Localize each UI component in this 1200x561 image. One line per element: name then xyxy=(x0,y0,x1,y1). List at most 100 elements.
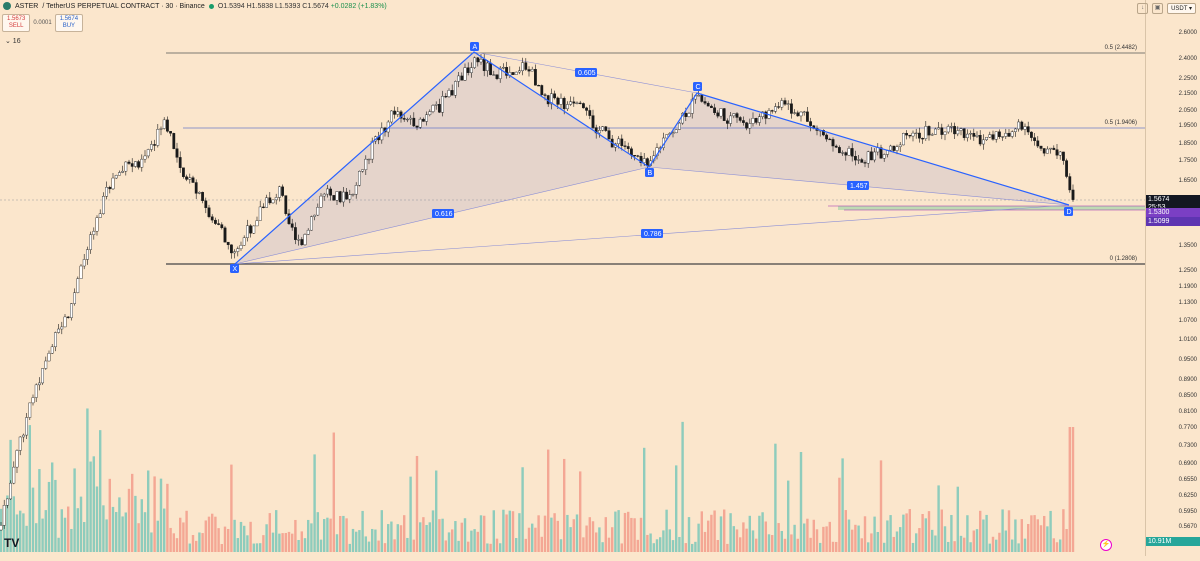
volume-bar xyxy=(150,532,153,552)
volume-bar xyxy=(659,537,662,552)
volume-bar xyxy=(607,537,611,552)
ratio-xd[interactable]: 0.786 xyxy=(641,229,663,238)
ratio-bd-label: 1.457 xyxy=(850,183,868,190)
candle xyxy=(181,167,185,177)
candle xyxy=(1014,128,1017,132)
candle xyxy=(278,186,281,198)
target-zone[interactable] xyxy=(838,206,1145,210)
pattern-legs[interactable] xyxy=(234,51,1070,265)
ratio-ac[interactable]: 0.605 xyxy=(575,68,597,77)
candle xyxy=(927,126,931,136)
candle xyxy=(358,171,361,186)
price-tick: 0.6550 xyxy=(1178,477,1197,483)
volume-bar xyxy=(604,517,607,552)
symbol-name[interactable]: ASTER xyxy=(15,2,39,10)
price-tick: 1.8500 xyxy=(1178,141,1197,147)
currency-select[interactable]: USDT ▾ xyxy=(1167,3,1196,14)
candle xyxy=(111,177,115,190)
candle xyxy=(153,144,156,146)
volume-bar xyxy=(915,533,918,552)
volume-bar xyxy=(671,540,675,552)
indicators-toggle[interactable]: ⌄ 16 xyxy=(5,38,21,45)
volume-bar xyxy=(1036,519,1039,552)
volume-bar xyxy=(825,526,828,552)
candle xyxy=(313,214,316,217)
candle xyxy=(213,219,217,224)
candle xyxy=(332,195,336,201)
volume-bar xyxy=(806,518,809,552)
volume-bar xyxy=(390,521,393,552)
point-c-label: C xyxy=(696,84,701,91)
ratio-xb[interactable]: 0.616 xyxy=(432,209,454,218)
volume-bar xyxy=(313,454,316,552)
volume-bar xyxy=(691,543,694,552)
volume-bar xyxy=(108,478,111,552)
volume-bar xyxy=(486,543,489,552)
volume-bar xyxy=(223,526,227,552)
volume-bar xyxy=(819,542,822,552)
candle xyxy=(780,100,784,108)
point-b[interactable]: B xyxy=(645,168,654,177)
volume-bars xyxy=(0,408,1075,552)
candle xyxy=(866,151,870,164)
volume-bar xyxy=(300,531,303,552)
ratio-bd[interactable]: 1.457 xyxy=(847,181,869,190)
point-a[interactable]: A xyxy=(470,42,479,51)
volume-bar xyxy=(534,527,537,552)
download-icon[interactable]: ↓ xyxy=(1137,3,1149,14)
pattern-xab[interactable] xyxy=(235,52,649,264)
point-c[interactable]: C xyxy=(693,82,702,91)
point-d[interactable]: D xyxy=(1064,207,1073,216)
volume-bar xyxy=(159,478,163,552)
candle xyxy=(742,120,745,123)
candle xyxy=(316,207,320,216)
volume-bar xyxy=(463,518,467,552)
volume-bar xyxy=(1027,524,1030,552)
buy-price: 1.5674 xyxy=(59,16,79,22)
candle xyxy=(1065,160,1069,177)
candle xyxy=(921,138,925,140)
price-scale[interactable]: 2.6000 2.4000 2.2500 2.1500 2.0500 1.9500 1.85… xyxy=(1145,0,1200,556)
candle xyxy=(492,74,496,76)
price-chart[interactable]: X A B C D 0.605 0.616 0.786 1.457 0.5 (2… xyxy=(0,0,1145,556)
candle xyxy=(101,196,105,214)
volume-bar xyxy=(684,543,687,552)
volume-bar xyxy=(774,443,777,552)
volume-bar xyxy=(985,514,988,552)
candle xyxy=(732,113,736,117)
candle xyxy=(370,140,374,160)
candle xyxy=(892,145,896,151)
screenshot-icon[interactable]: ▣ xyxy=(1152,3,1164,14)
tradingview-logo-icon[interactable]: TV xyxy=(4,536,20,550)
volume-bar xyxy=(1014,519,1017,552)
symbol-title[interactable]: / TetherUS PERPETUAL CONTRACT · 30 · Bin… xyxy=(42,2,205,10)
candle xyxy=(690,98,694,114)
volume-bar xyxy=(425,524,428,552)
candle xyxy=(108,187,112,190)
candle xyxy=(245,225,249,238)
volume-bar xyxy=(89,461,92,552)
volume-bar xyxy=(435,470,438,552)
candle xyxy=(642,158,646,163)
volume-bar xyxy=(809,537,812,552)
candle xyxy=(76,278,80,293)
volume-bar xyxy=(1039,525,1043,552)
price-tick: 0.8900 xyxy=(1178,377,1197,383)
candle xyxy=(25,417,28,436)
reload-icon[interactable]: ⚡ xyxy=(1100,539,1112,551)
volume-bar xyxy=(492,510,495,552)
candle xyxy=(914,132,918,134)
point-x[interactable]: X xyxy=(230,264,239,273)
candle xyxy=(226,241,230,246)
sell-button[interactable]: 1.5673 SELL xyxy=(2,14,31,32)
candle xyxy=(165,119,169,132)
candle xyxy=(457,75,460,82)
volume-bar xyxy=(140,499,143,552)
volume-bar xyxy=(860,538,863,552)
volume-bar xyxy=(457,540,460,552)
candle xyxy=(799,111,803,117)
chart-area[interactable]: X A B C D 0.605 0.616 0.786 1.457 0.5 (2… xyxy=(0,0,1145,556)
buy-button[interactable]: 1.5674 BUY xyxy=(54,14,84,32)
volume-bar xyxy=(326,517,329,552)
price-tick: 2.4000 xyxy=(1178,56,1197,62)
